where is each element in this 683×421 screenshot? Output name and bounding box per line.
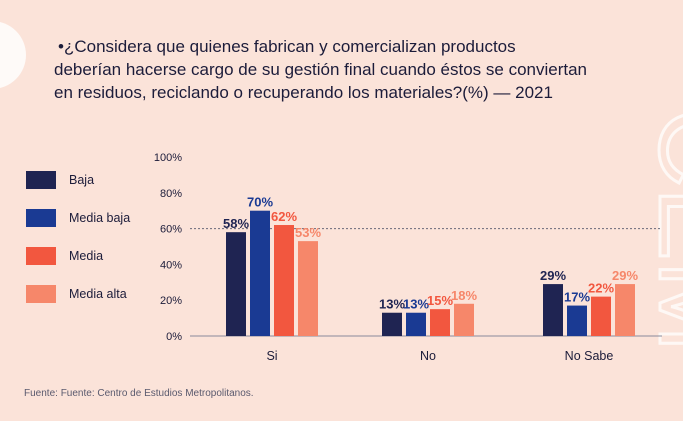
watermark-logo: CEM bbox=[636, 108, 683, 352]
data-label: 29% bbox=[612, 268, 638, 283]
data-labels: 58%70%62%53%13%13%15%18%29%17%22%29% bbox=[223, 195, 638, 312]
data-label: 17% bbox=[564, 290, 590, 305]
y-tick-label: 0% bbox=[166, 331, 182, 343]
x-category-label: No bbox=[420, 349, 436, 363]
legend-label: Media alta bbox=[69, 287, 127, 301]
data-label: 53% bbox=[295, 225, 321, 240]
data-label: 22% bbox=[588, 281, 614, 296]
decorative-circle bbox=[0, 21, 26, 89]
legend-swatch bbox=[26, 285, 56, 303]
legend: Baja Media baja Media Media alta bbox=[26, 171, 130, 303]
legend-label: Media bbox=[69, 249, 103, 263]
legend-swatch bbox=[26, 247, 56, 265]
y-tick-label: 80% bbox=[160, 188, 182, 200]
bars bbox=[226, 210, 635, 336]
bar bbox=[591, 296, 611, 336]
data-label: 70% bbox=[247, 195, 273, 210]
y-tick-label: 100% bbox=[154, 152, 182, 164]
bar bbox=[226, 232, 246, 336]
bar bbox=[298, 241, 318, 336]
bar bbox=[454, 303, 474, 336]
data-label: 13% bbox=[403, 297, 429, 312]
data-label: 18% bbox=[451, 288, 477, 303]
data-label: 13% bbox=[379, 297, 405, 312]
x-category-label: No Sabe bbox=[565, 349, 614, 363]
y-tick-label: 40% bbox=[160, 259, 182, 271]
legend-label: Baja bbox=[69, 173, 94, 187]
chart-title: •¿Considera que quienes fabrican y comer… bbox=[54, 37, 587, 102]
x-category-label: Si bbox=[266, 349, 277, 363]
bar bbox=[250, 210, 270, 336]
data-label: 62% bbox=[271, 209, 297, 224]
bar bbox=[567, 305, 587, 336]
bar bbox=[543, 284, 563, 336]
source-note: Fuente: Fuente: Centro de Estudios Metro… bbox=[24, 388, 254, 399]
data-label: 58% bbox=[223, 216, 249, 231]
bar bbox=[382, 312, 402, 336]
y-tick-label: 20% bbox=[160, 295, 182, 307]
chart-title-line: •¿Considera que quienes fabrican y comer… bbox=[58, 37, 516, 56]
chart-title-line: en residuos, reciclando o recuperando lo… bbox=[54, 83, 553, 102]
legend-swatch bbox=[26, 171, 56, 189]
x-axis: Si No No Sabe bbox=[266, 349, 613, 363]
bar bbox=[615, 284, 635, 336]
chart-title-line: deberían hacerse cargo de su gestión fin… bbox=[54, 60, 587, 79]
legend-swatch bbox=[26, 209, 56, 227]
bar bbox=[430, 309, 450, 336]
bar bbox=[406, 312, 426, 336]
data-label: 29% bbox=[540, 268, 566, 283]
data-label: 15% bbox=[427, 293, 453, 308]
bar bbox=[274, 225, 294, 336]
y-tick-label: 60% bbox=[160, 224, 182, 236]
legend-label: Media baja bbox=[69, 211, 130, 225]
